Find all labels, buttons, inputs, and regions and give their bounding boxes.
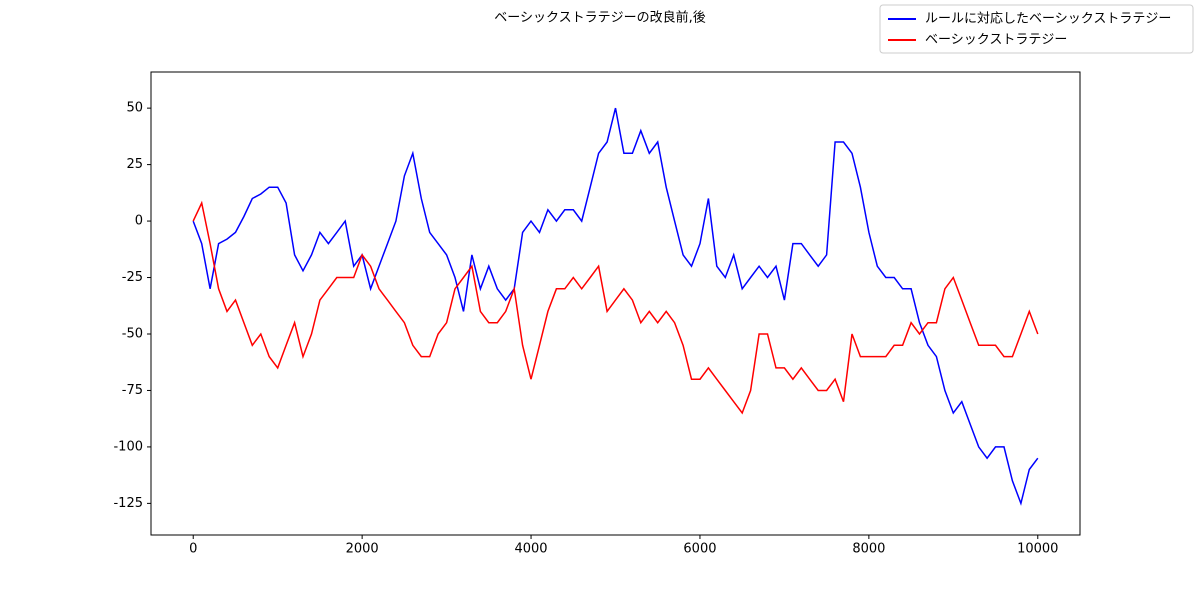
y-tick-label: -125 — [113, 496, 143, 511]
y-tick-label: 25 — [126, 157, 143, 172]
legend-box — [879, 4, 1194, 54]
series-line — [192, 200, 1039, 415]
x-tick-label: 4000 — [514, 542, 547, 557]
y-tick-label: -25 — [122, 270, 143, 285]
x-tick-label: 6000 — [683, 542, 716, 557]
plot-frame — [150, 71, 1081, 536]
y-tick-label: -100 — [113, 439, 143, 454]
y-tick-label: 0 — [135, 214, 143, 229]
series-line — [192, 107, 1039, 506]
legend-label: ベーシックストラテジー — [925, 33, 1067, 48]
x-tick-label: 8000 — [852, 542, 885, 557]
y-tick-label: -50 — [122, 326, 143, 341]
x-tick-label: 0 — [189, 542, 197, 557]
x-tick-label: 2000 — [346, 542, 379, 557]
y-tick-label: 50 — [126, 101, 143, 116]
y-tick-label: -75 — [122, 383, 143, 398]
x-tick-label: 10000 — [1017, 542, 1058, 557]
legend-label: ルールに対応したベーシックストラテジー — [925, 12, 1171, 27]
chart-title: ベーシックストラテジーの改良前,後 — [494, 10, 705, 26]
